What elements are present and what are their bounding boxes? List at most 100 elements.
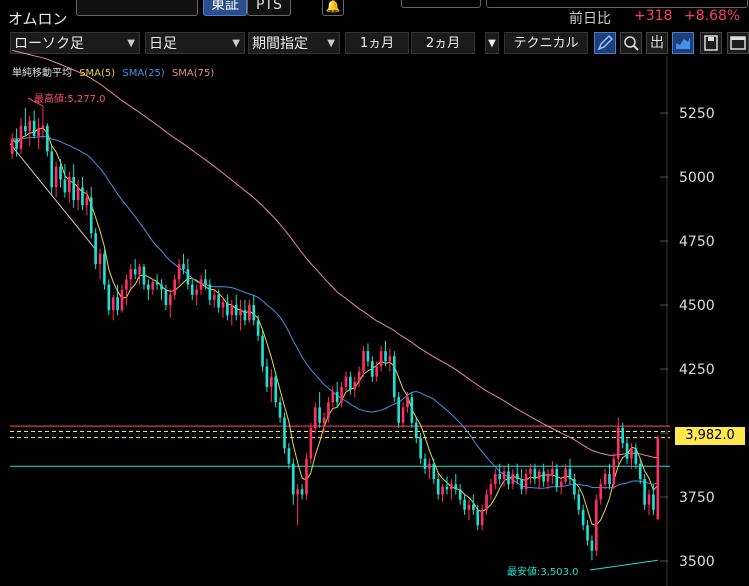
candle-body [489, 484, 493, 495]
period-select[interactable]: 日足 ▼ [145, 32, 245, 54]
range-1m-button[interactable]: 1ヵ月 [345, 32, 409, 54]
candle-body [300, 489, 304, 495]
candle-body [138, 266, 141, 275]
high-label: 最高値:5,277.0 [34, 92, 106, 105]
candle-body [537, 471, 541, 480]
candle-body [67, 177, 71, 193]
candle-body [581, 509, 585, 526]
candle-body [353, 381, 357, 390]
chart-type-select[interactable]: ローソク足 ▼ [10, 32, 140, 54]
candle-body [634, 448, 638, 464]
candle-body [524, 473, 528, 490]
y-tick-label: 5000 [679, 170, 715, 186]
top-box-1[interactable] [401, 0, 481, 8]
low-label: 最安値:3,503.0 [507, 565, 579, 578]
candle-body [81, 187, 84, 206]
candle-body [278, 402, 282, 418]
candle-body [603, 473, 607, 485]
candle-body [186, 269, 190, 285]
chevron-down-icon: ▼ [232, 38, 240, 49]
candle-body [392, 356, 396, 398]
candle-body [498, 473, 502, 480]
y-tick-label: 3750 [679, 490, 715, 506]
candle-body [50, 151, 54, 188]
candle-body [318, 407, 321, 423]
candle-body [349, 376, 352, 390]
change-percent: +8.68% [684, 8, 741, 24]
candle-body [195, 289, 198, 295]
candle-body [111, 297, 115, 311]
tab-tse[interactable]: 東証 [203, 0, 247, 16]
bell-icon[interactable]: 🔔 [322, 0, 344, 16]
candle-body [59, 166, 62, 180]
save-icon[interactable] [700, 32, 722, 54]
range-2m-button[interactable]: 2ヵ月 [411, 32, 475, 54]
legend-sma5: SMA(5) [79, 68, 116, 79]
candle-body [19, 125, 23, 149]
chevron-down-icon: ▼ [127, 38, 135, 49]
zoom-icon[interactable] [620, 32, 642, 54]
candle-body [168, 294, 172, 305]
chart-icon[interactable] [672, 32, 694, 54]
stock-name: オムロン [8, 10, 68, 28]
candle-body [10, 138, 14, 154]
candle-body [472, 504, 475, 510]
range-select[interactable]: 期間指定 ▼ [248, 32, 340, 54]
candle-body [327, 402, 330, 418]
candle-body [595, 499, 598, 551]
candle-body [529, 468, 532, 474]
candle-body [502, 471, 506, 480]
candle-body [98, 253, 102, 265]
candle-body [362, 351, 365, 372]
candle-body [177, 264, 181, 280]
candle-body [230, 305, 234, 316]
candle-body [335, 392, 339, 403]
candle-body [248, 305, 251, 321]
candle-body [375, 366, 379, 377]
y-tick-label: 5250 [679, 106, 715, 122]
tab-pts[interactable]: PTS [247, 0, 291, 16]
top-tab-placeholder[interactable] [76, 0, 198, 16]
candle-body [147, 284, 150, 290]
technical-button[interactable]: テクニカル [504, 32, 588, 54]
candle-body [116, 297, 119, 311]
chevron-down-icon: ▼ [327, 38, 335, 49]
candle-body [643, 479, 646, 505]
candle-body [652, 494, 655, 510]
candle-body [366, 351, 370, 362]
candle-body [428, 463, 431, 469]
top-box-2[interactable] [486, 0, 748, 8]
y-tick-label: 4750 [679, 234, 715, 250]
candle-body [511, 473, 515, 485]
candle-body [274, 376, 278, 403]
candle-body [243, 310, 247, 321]
candle-body [151, 281, 155, 290]
candle-body [142, 266, 146, 285]
candle-body [217, 294, 220, 308]
candle-body [586, 525, 589, 541]
candle-body [568, 468, 572, 480]
range-more-button[interactable]: ▼ [485, 32, 499, 54]
candle-body [357, 371, 361, 382]
output-icon[interactable]: 出 [646, 32, 668, 54]
candle-body [616, 427, 620, 459]
period-value: 日足 [149, 36, 177, 52]
candle-body [577, 494, 581, 510]
candle-body [564, 468, 567, 482]
candle-body [340, 386, 343, 403]
candle-body [305, 458, 308, 495]
candle-body [133, 269, 137, 275]
candle-body [15, 138, 18, 149]
candle-body [441, 486, 444, 495]
candle-body [129, 269, 133, 280]
pencil-icon[interactable] [594, 32, 616, 54]
low-marker-line [589, 559, 658, 571]
trend-line [9, 143, 96, 249]
candle-body [24, 125, 27, 131]
candle-body [410, 397, 414, 423]
candle-body [291, 463, 295, 495]
candle-body [515, 473, 519, 480]
candle-body [647, 494, 651, 505]
candle-body [252, 305, 256, 321]
